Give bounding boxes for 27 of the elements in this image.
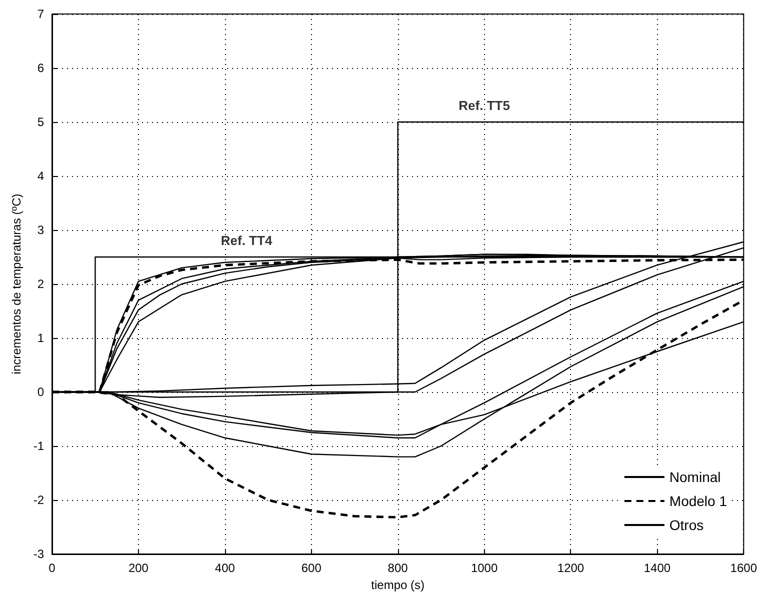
x-axis-title: tiempo (s) bbox=[371, 578, 424, 592]
annotation: Ref. TT5 bbox=[458, 98, 510, 113]
legend-label: Modelo 1 bbox=[669, 493, 728, 509]
x-tick-label: 1000 bbox=[470, 561, 498, 575]
legend-label: Otros bbox=[669, 517, 704, 533]
y-tick-label: 6 bbox=[37, 61, 44, 75]
x-tick-label: 400 bbox=[214, 561, 236, 575]
x-tick-label: 1400 bbox=[644, 561, 671, 575]
x-tick-label: 800 bbox=[388, 561, 408, 575]
y-tick-label: 0 bbox=[37, 385, 44, 399]
x-tick-label: 200 bbox=[128, 561, 149, 575]
legend-label: Nominal bbox=[669, 469, 721, 485]
x-tick-label: 1600 bbox=[730, 561, 758, 575]
y-tick-label: -3 bbox=[33, 547, 44, 561]
annotation: Ref. TT4 bbox=[220, 233, 273, 248]
y-tick-label: 5 bbox=[37, 115, 44, 129]
y-axis-title: incrementos de temperaturas (ºC) bbox=[9, 194, 24, 374]
x-tick-label: 0 bbox=[48, 561, 56, 575]
y-tick-label: -1 bbox=[33, 439, 44, 453]
y-tick-label: 2 bbox=[37, 277, 44, 291]
x-tick-label: 1200 bbox=[557, 561, 584, 575]
y-tick-label: 3 bbox=[37, 223, 44, 237]
y-tick-label: -2 bbox=[33, 493, 44, 507]
y-tick-label: 1 bbox=[37, 331, 44, 345]
y-tick-label: 7 bbox=[37, 7, 44, 21]
y-tick-label: 4 bbox=[37, 169, 44, 183]
x-tick-label: 600 bbox=[301, 561, 322, 575]
